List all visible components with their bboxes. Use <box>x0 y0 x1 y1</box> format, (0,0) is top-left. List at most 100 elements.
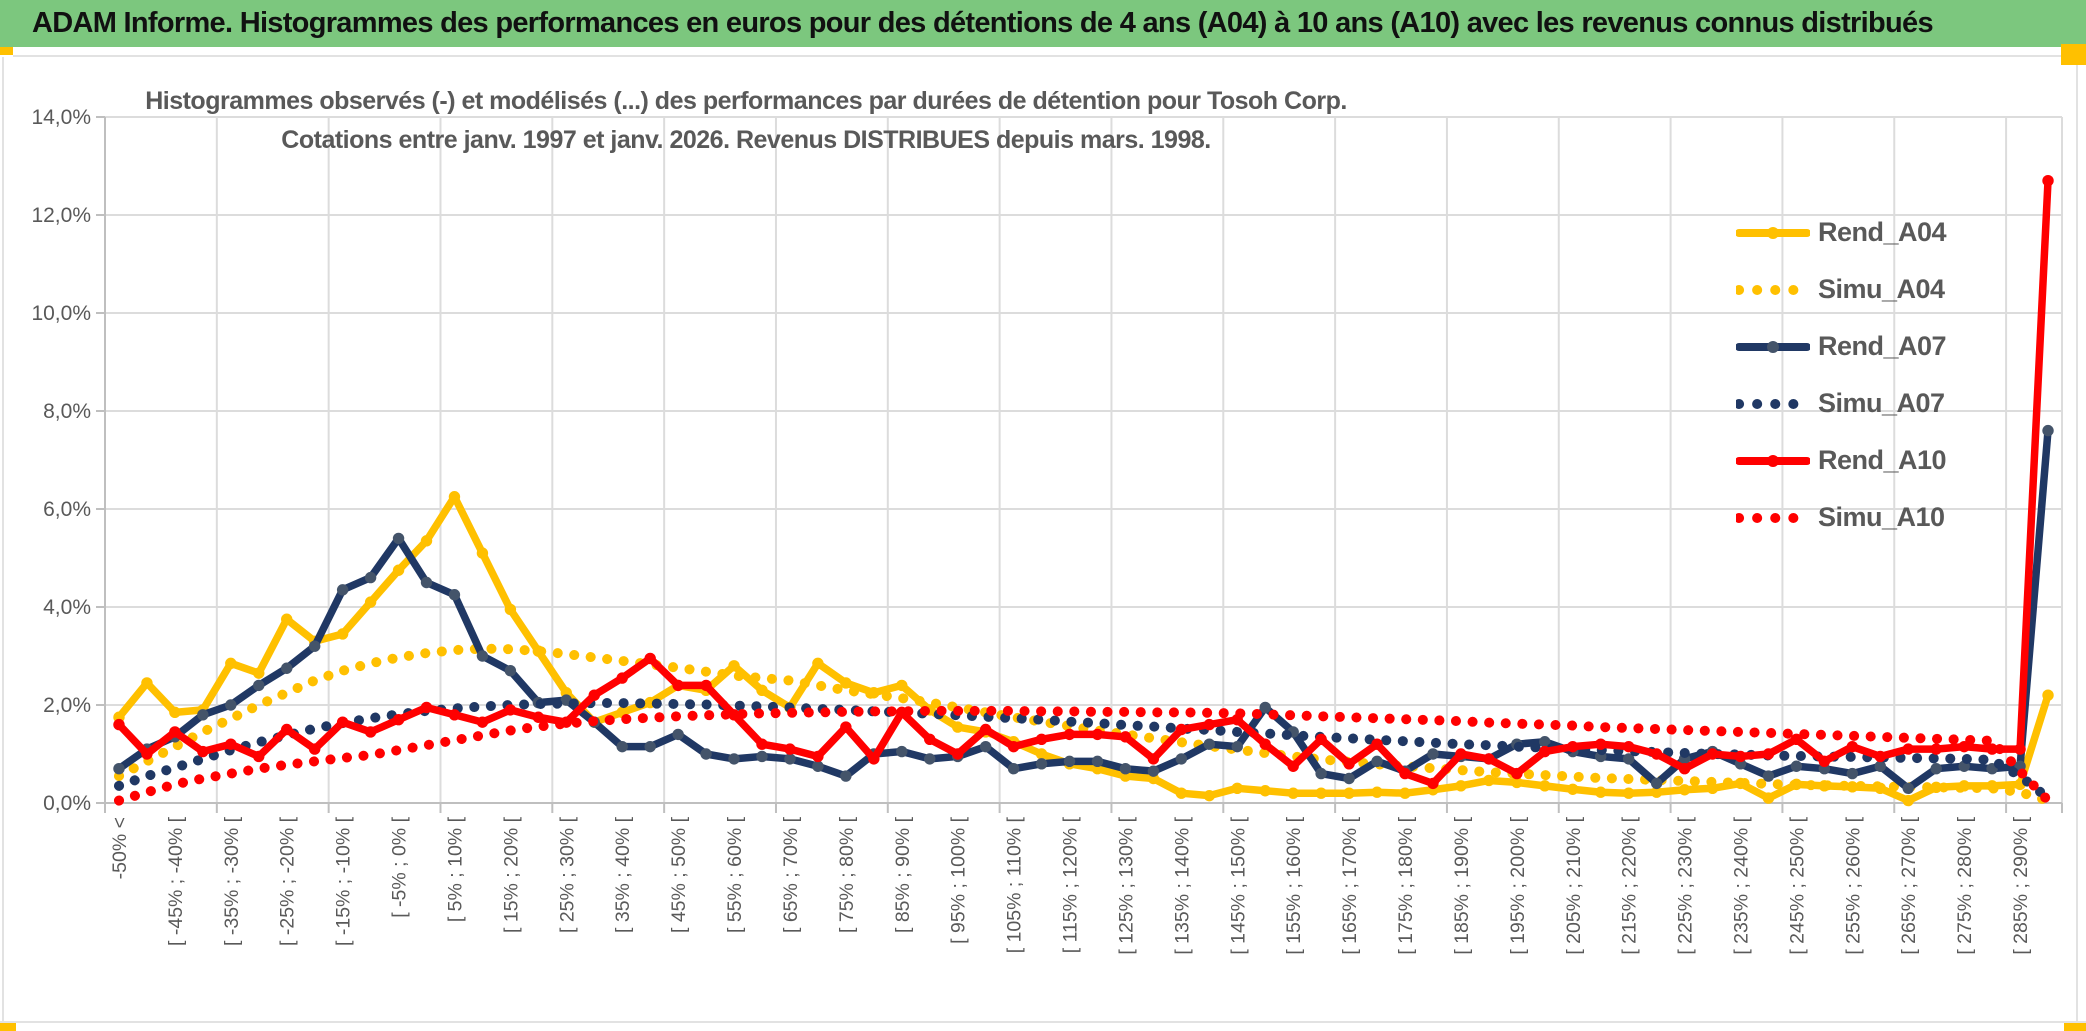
x-axis-tick-label: [ 55% ; 60% [ <box>724 816 746 933</box>
series-Rend_A10-line <box>115 176 2052 788</box>
series-Simu_A04-line <box>113 643 2054 806</box>
y-axis-tick-label: 8,0% <box>43 400 91 423</box>
series-Rend_A10-marker <box>784 743 796 755</box>
x-axis-tick-label: [ -5% ; 0% [ <box>389 816 411 917</box>
x-axis-tick-label: [ 65% ; 70% [ <box>780 816 802 933</box>
series-Rend_A04-marker <box>1259 785 1271 797</box>
series-Rend_A04-marker <box>1483 774 1495 787</box>
series-Rend_A04-marker <box>1595 786 1607 798</box>
series-Rend_A10-marker <box>1846 740 1859 753</box>
series-Rend_A07-marker <box>364 571 377 584</box>
x-axis-tick-label: [ 205% ; 210% [ <box>1563 816 1585 954</box>
series-Rend_A10-marker <box>141 748 153 760</box>
series-Rend_A04-marker <box>392 564 405 576</box>
x-axis-tick-label: [ 275% ; 280% [ <box>1954 816 1976 954</box>
series-Rend_A10-marker <box>1678 763 1691 775</box>
series-Rend_A07-marker <box>1902 782 1914 794</box>
series-Rend_A10-marker <box>1986 743 1998 755</box>
x-axis-tick-label: [ 25% ; 30% [ <box>556 816 578 933</box>
series-Rend_A07-marker <box>672 728 684 741</box>
series-Rend_A07-marker <box>840 770 852 782</box>
series-Rend_A10-marker <box>1007 740 1020 753</box>
series-Rend_A10-marker <box>504 704 517 716</box>
x-axis-tick-label: [ 85% ; 90% [ <box>892 816 914 933</box>
x-axis-tick-label: [ 135% ; 140% [ <box>1171 816 1193 954</box>
series-Rend_A07-marker <box>1874 760 1886 772</box>
series-Rend_A10-marker <box>979 723 992 736</box>
series-Rend_A07-marker <box>979 740 992 753</box>
series-Rend_A10-marker <box>1063 728 1076 741</box>
y-axis-tick-label: 2,0% <box>43 694 91 717</box>
legend-item-Rend_A07: Rend_A07 <box>1736 318 1947 375</box>
x-axis-tick-label: [ 255% ; 260% [ <box>1842 816 1864 954</box>
legend-swatch-solid <box>1736 454 1810 467</box>
series-Rend_A04-marker <box>2042 689 2054 701</box>
series-Rend_A10-marker <box>113 718 125 731</box>
y-axis-tick-label: 4,0% <box>43 596 91 619</box>
x-axis-tick-label: [ 235% ; 240% [ <box>1730 816 1752 954</box>
y-axis-tick-label: 12,0% <box>31 204 91 227</box>
series-Rend_A04-marker <box>1315 787 1327 799</box>
series-Rend_A10-marker <box>364 726 377 738</box>
series-Rend_A10-marker <box>420 701 433 714</box>
series-Rend_A10-marker <box>253 750 265 763</box>
series-Rend_A07-marker <box>1930 763 1942 775</box>
series-Rend_A04-marker <box>840 677 852 689</box>
report-header: ADAM Informe. Histogrammes des performan… <box>0 0 2086 47</box>
series-Rend_A07-marker <box>476 650 489 662</box>
series-Rend_A04-marker <box>141 677 153 689</box>
x-axis-tick-label: -50% < <box>109 817 131 879</box>
series-Rend_A07-marker <box>392 532 405 545</box>
series-Rend_A04-marker <box>281 613 293 625</box>
series-Rend_A10-marker <box>1706 748 1719 760</box>
series-Rend_A04-marker <box>1287 787 1299 799</box>
series-Rend_A10-marker <box>197 745 209 758</box>
series-Rend_A04-marker <box>476 547 489 559</box>
series-Rend_A04-marker <box>756 684 768 696</box>
series-Rend_A10-marker <box>1595 738 1607 750</box>
series-Rend_A07-marker <box>1315 767 1327 780</box>
series-Rend_A04-marker <box>225 657 237 670</box>
series-Rend_A10-marker <box>924 733 936 745</box>
series-Rend_A10-marker <box>840 721 852 733</box>
series-Rend_A10-marker <box>448 709 461 721</box>
series-Rend_A04-marker <box>253 667 265 679</box>
series-Rend_A10-marker <box>1874 750 1886 763</box>
series-Rend_A10-marker <box>1790 733 1803 745</box>
series-Rend_A07-marker <box>308 640 321 652</box>
series-Rend_A07-marker <box>1007 763 1020 775</box>
series-Rend_A10-marker <box>1147 753 1160 765</box>
right-border-line <box>2076 65 2078 1021</box>
y-axis-tick-label: 6,0% <box>43 498 91 521</box>
series-Rend_A07-marker <box>504 665 517 677</box>
series-Rend_A07-marker <box>1259 701 1271 714</box>
series-Rend_A10-marker <box>1343 758 1355 770</box>
x-axis-tick-label: [ 45% ; 50% [ <box>668 816 690 933</box>
series-Rend_A10-marker <box>1091 728 1104 741</box>
series-Rend_A10-marker <box>951 748 964 760</box>
series-Rend_A04-marker <box>1399 787 1411 799</box>
x-axis-tick-label: [ 115% ; 120% [ <box>1060 816 1082 953</box>
series-Rend_A07-marker <box>1091 755 1104 768</box>
series-Rend_A10-marker <box>1539 745 1551 758</box>
series-Rend_A04-marker <box>448 491 461 503</box>
series-Rend_A10-marker <box>812 750 824 763</box>
series-Rend_A10-marker <box>308 743 321 755</box>
chart-title-line2: Cotations entre janv. 1997 et janv. 2026… <box>281 126 1211 154</box>
x-axis-tick-label: [ 35% ; 40% [ <box>612 816 634 933</box>
series-Rend_A04-marker <box>1035 748 1048 760</box>
series-Rend_A10-marker <box>756 738 768 750</box>
series-Rend_A07-marker <box>1175 753 1188 765</box>
x-axis-tick-label: [ 185% ; 190% [ <box>1451 816 1473 954</box>
series-Rend_A07-marker <box>1203 738 1216 750</box>
series-Rend_A04-marker <box>364 596 377 608</box>
gold-accent-top-left <box>0 47 13 55</box>
legend-item-Simu_A07: Simu_A07 <box>1736 375 1946 432</box>
series-Rend_A10-marker <box>1818 755 1831 768</box>
series-Rend_A10-marker <box>392 714 405 726</box>
series-Rend_A10-marker <box>1399 767 1411 780</box>
gold-accent-top-right <box>2061 44 2086 65</box>
series-Rend_A10-marker <box>1371 738 1383 750</box>
series-Rend_A10-marker <box>868 753 880 765</box>
